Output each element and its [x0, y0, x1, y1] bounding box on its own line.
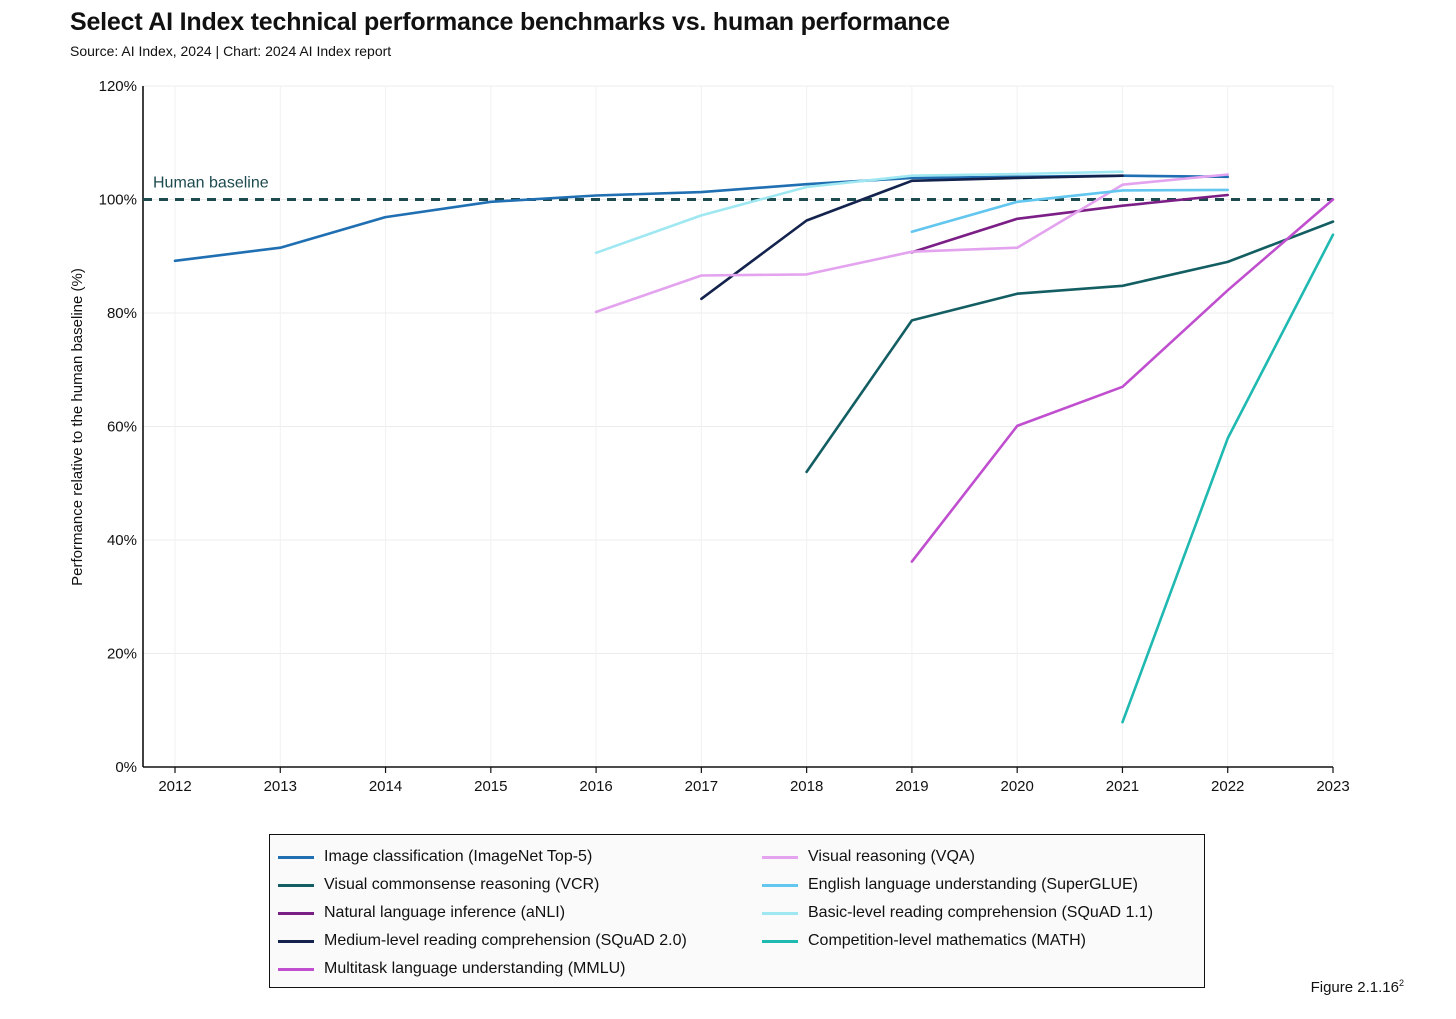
x-tick-label: 2014: [369, 778, 402, 795]
chart-legend: Image classification (ImageNet Top-5) Vis…: [269, 834, 1205, 988]
legend-item: Natural language inference (aNLI): [278, 902, 565, 924]
x-tick-label: 2021: [1106, 778, 1139, 795]
x-tick-label: 2019: [895, 778, 928, 795]
chart-subtitle: Source: AI Index, 2024 | Chart: 2024 AI …: [70, 43, 392, 59]
human-baseline: Human baseline: [143, 175, 1333, 201]
legend-label: Image classification (ImageNet Top-5): [324, 848, 593, 865]
legend-swatch: [278, 855, 314, 859]
y-tick-label: 100%: [99, 192, 137, 209]
x-tick-label: 2013: [264, 778, 297, 795]
legend-swatch: [762, 939, 798, 943]
figure-note-superscript: 2: [1398, 978, 1404, 988]
legend-label: Competition-level mathematics (MATH): [808, 932, 1086, 949]
legend-swatch: [278, 883, 314, 887]
x-tick-label: 2018: [790, 778, 823, 795]
y-tick-label: 120%: [99, 78, 137, 95]
legend-item: English language understanding (SuperGLU…: [762, 874, 1138, 896]
series-line-6: [910, 188, 1229, 234]
line-chart: Human baseline 0% 20% 40% 60% 80% 100% 120% 201…: [69, 78, 1350, 795]
legend-item: Visual commonsense reasoning (VCR): [278, 874, 599, 896]
x-tick-label: 2016: [579, 778, 612, 795]
legend-swatch: [762, 883, 798, 887]
legend-swatch: [278, 967, 314, 971]
tick-labels: 0% 20% 40% 60% 80% 100% 120% 2012 2013 2014 2015 20…: [99, 78, 1350, 795]
legend-item: Basic-level reading comprehension (SQuAD…: [762, 902, 1153, 924]
legend-label: Natural language inference (aNLI): [324, 904, 566, 921]
series-line-3: [700, 174, 1124, 301]
figure-note: Figure 2.1.162: [1311, 978, 1404, 996]
series-line-1: [805, 220, 1335, 474]
x-tick-label: 2020: [1000, 778, 1033, 795]
series-line-5: [594, 173, 1229, 314]
legend-label: Medium-level reading comprehension (SQuA…: [324, 932, 687, 949]
chart-title: Select AI Index technical performance be…: [70, 8, 950, 36]
legend-swatch: [278, 939, 314, 943]
legend-label: Multitask language understanding (MMLU): [324, 960, 626, 977]
legend-item: Image classification (ImageNet Top-5): [278, 846, 592, 868]
legend-label: Visual commonsense reasoning (VCR): [324, 876, 600, 893]
y-tick-label: 40%: [107, 532, 137, 549]
legend-swatch: [762, 911, 798, 915]
y-tick-label: 80%: [107, 305, 137, 322]
x-tick-label: 2023: [1316, 778, 1349, 795]
legend-label: English language understanding (SuperGLU…: [808, 876, 1138, 893]
series-lines: [173, 170, 1335, 724]
x-tick-label: 2015: [474, 778, 507, 795]
y-tick-label: 60%: [107, 419, 137, 436]
series-line-4: [910, 198, 1335, 563]
human-baseline-label: Human baseline: [153, 175, 269, 192]
y-tick-label: 0%: [115, 759, 137, 776]
series-line-2: [910, 193, 1229, 254]
legend-item: Multitask language understanding (MMLU): [278, 958, 625, 980]
legend-swatch: [762, 855, 798, 859]
legend-item: Visual reasoning (VQA): [762, 846, 975, 868]
x-tick-label: 2017: [685, 778, 718, 795]
legend-item: Medium-level reading comprehension (SQuA…: [278, 930, 687, 952]
x-tick-label: 2022: [1211, 778, 1244, 795]
legend-label: Basic-level reading comprehension (SQuAD…: [808, 904, 1154, 921]
legend-swatch: [278, 911, 314, 915]
figure-note-text: Figure 2.1.16: [1310, 979, 1399, 996]
y-axis-title: Performance relative to the human baseli…: [69, 268, 86, 586]
series-line-7: [594, 170, 1124, 255]
legend-label: Visual reasoning (VQA): [808, 848, 975, 865]
legend-item: Competition-level mathematics (MATH): [762, 930, 1086, 952]
x-tick-label: 2012: [158, 778, 191, 795]
series-line-8: [1121, 233, 1335, 724]
y-tick-label: 20%: [107, 646, 137, 663]
